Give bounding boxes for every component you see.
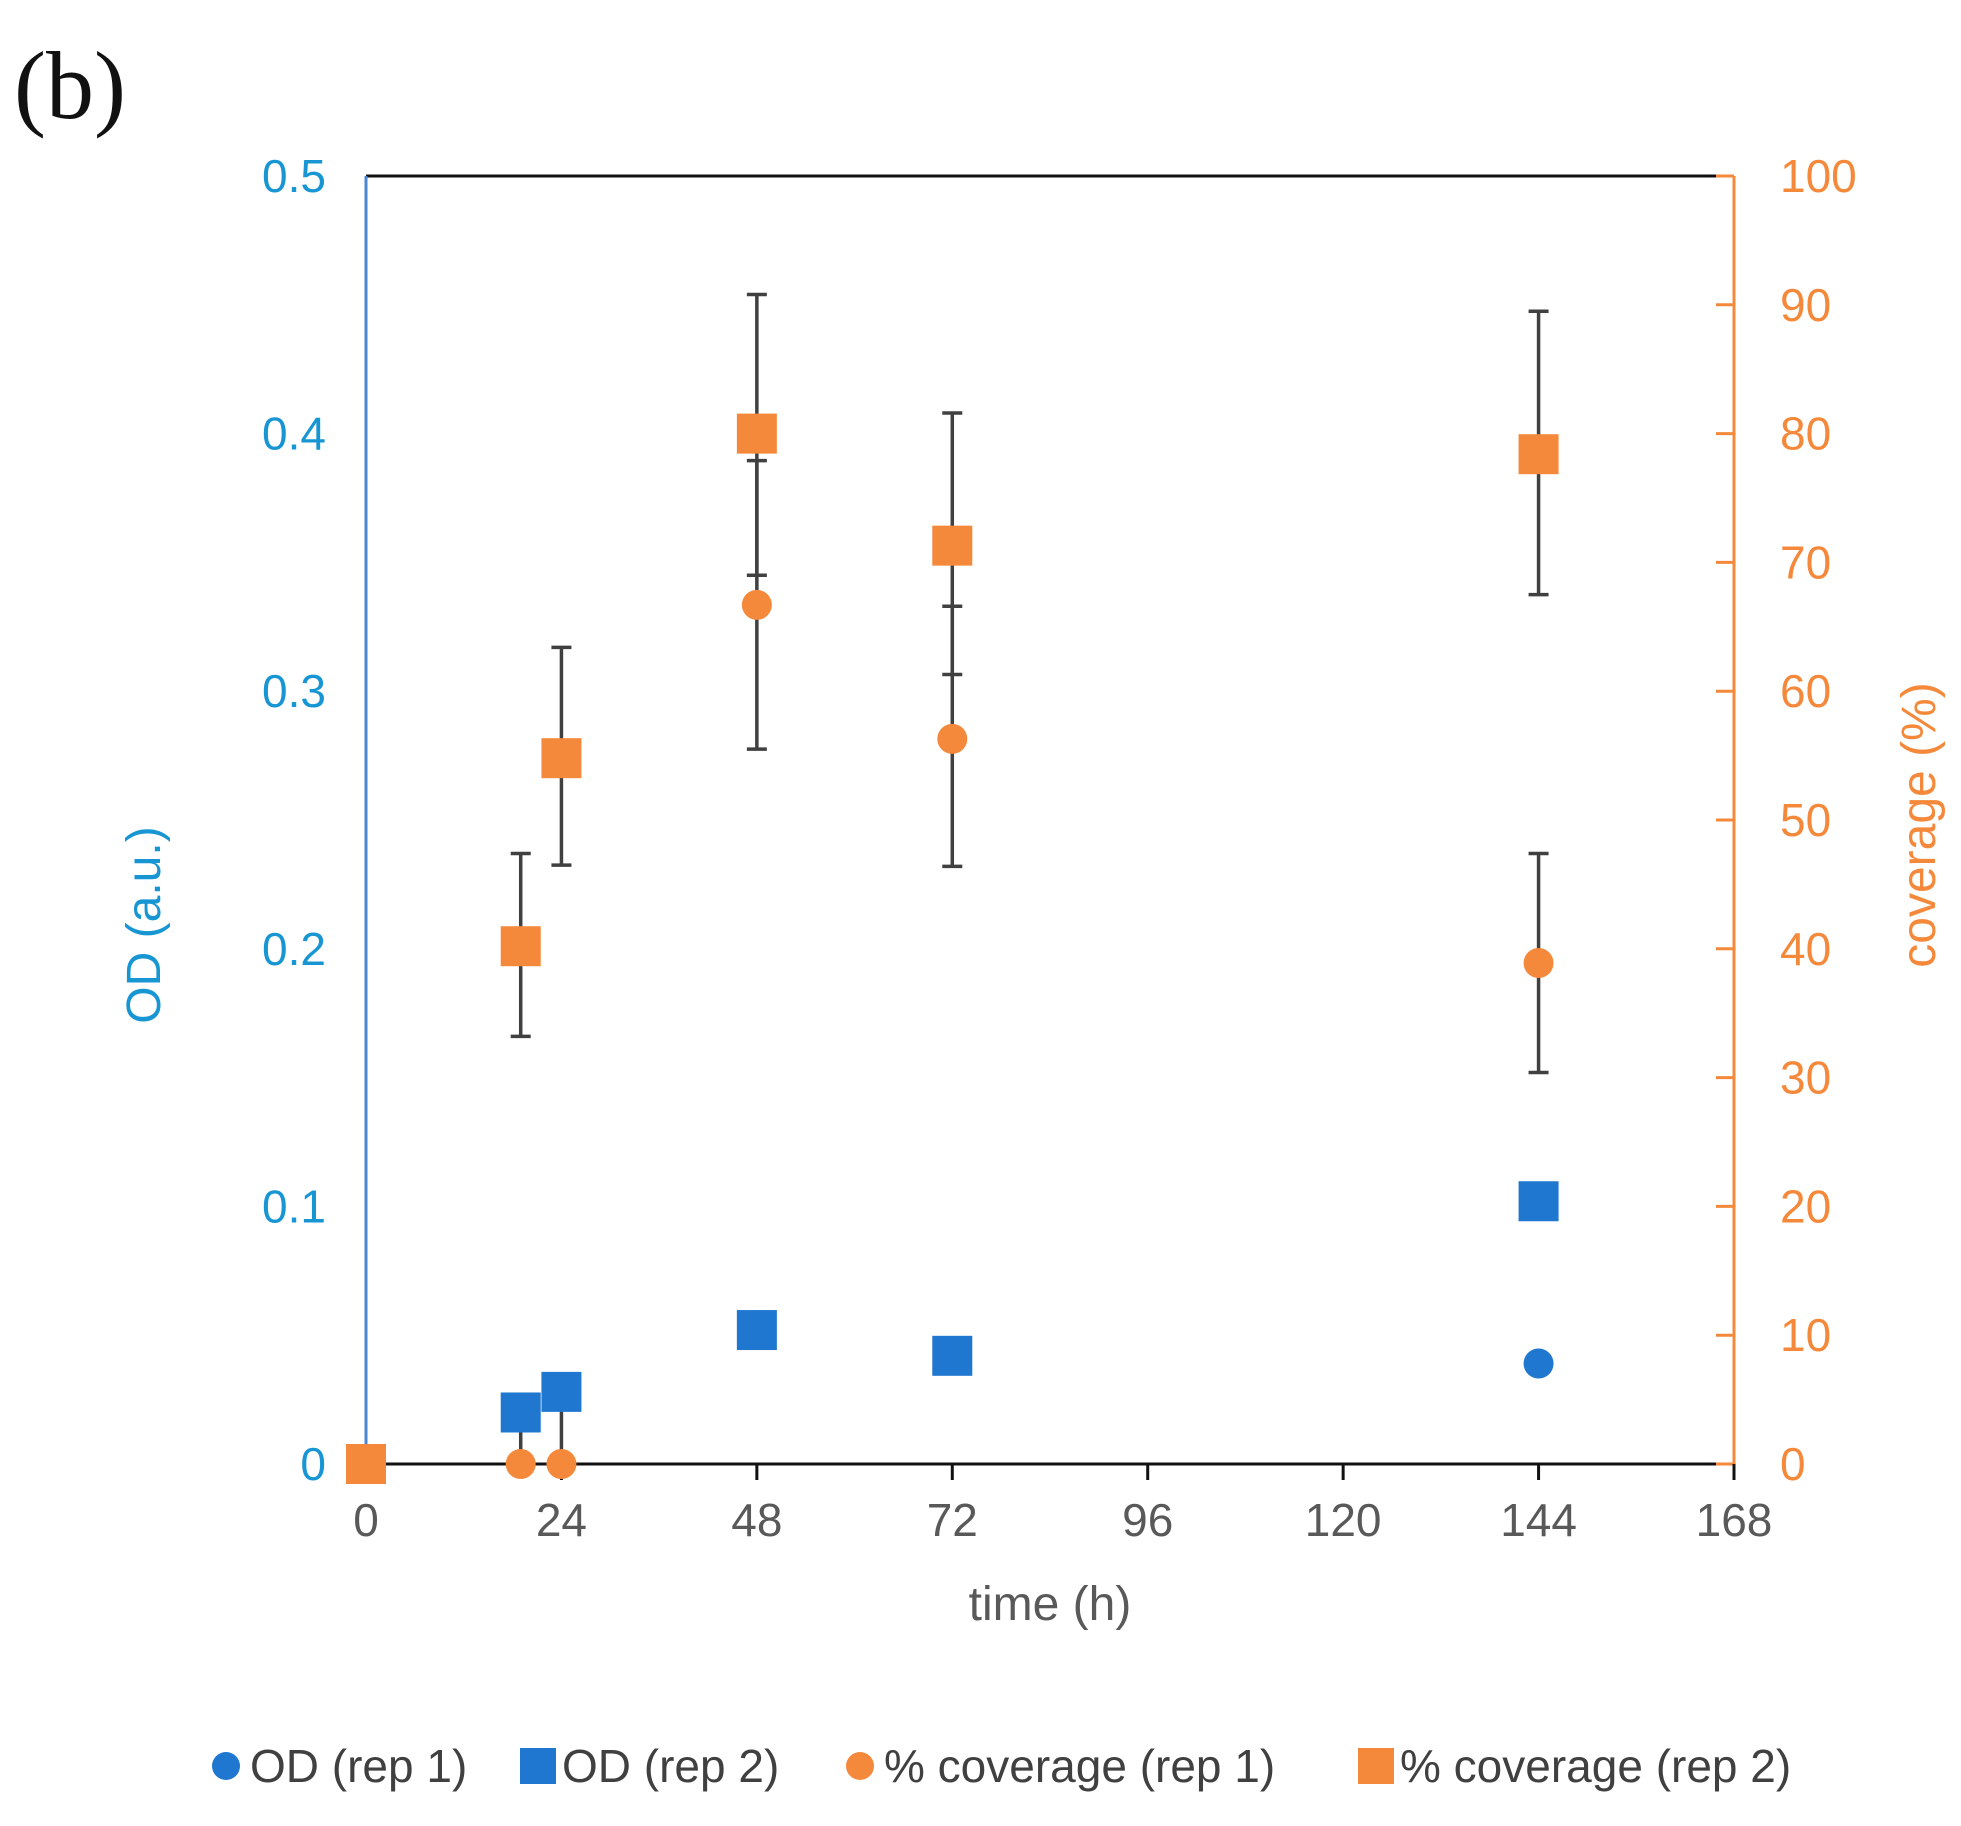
data-marks [346,413,1559,1484]
legend-marker-square [1358,1748,1394,1784]
left-tick-label: 0.4 [262,408,326,460]
x-tick-label: 144 [1500,1494,1577,1546]
right-tick-label: 10 [1780,1309,1831,1361]
legend-marker-circle [846,1752,874,1780]
left-tick-label: 0.3 [262,665,326,717]
x-tick-label: 72 [927,1494,978,1546]
panel-label: (b) [14,32,126,139]
left-tick-label: 0.1 [262,1180,326,1232]
right-tick-label: 70 [1780,536,1831,588]
plot-frame [364,174,1736,1466]
error-bars [510,292,1549,1466]
x-tick-label: 96 [1122,1494,1173,1546]
left-tick-label: 0.2 [262,923,326,975]
data-point-square [541,738,582,779]
data-point-square [500,1392,541,1433]
data-point-square [500,926,541,967]
x-axis-ticks: 0 24 48 72 96 120 144 168 [353,1464,1772,1546]
data-point-circle [937,723,968,754]
x-tick-label: 0 [353,1494,379,1546]
legend-label: OD (rep 1) [250,1740,467,1792]
right-axis-ticks: 0 10 20 30 40 50 60 70 80 90 100 [1716,150,1857,1490]
x-axis-title: time (h) [969,1578,1132,1631]
data-point-square [541,1371,582,1412]
right-tick-label: 40 [1780,923,1831,975]
right-tick-label: 0 [1780,1438,1806,1490]
data-point-circle [741,589,772,620]
right-axis-title: coverage (%) [1893,682,1946,967]
data-point-circle [546,1449,577,1479]
data-point-square [1518,434,1559,475]
right-tick-label: 60 [1780,665,1831,717]
legend: OD (rep 1) OD (rep 2) % coverage (rep 1) % … [212,1740,1791,1792]
right-tick-label: 90 [1780,279,1831,331]
left-axis-title: OD (a.u.) [118,826,171,1023]
data-point-square [1518,1181,1559,1222]
right-tick-label: 50 [1780,794,1831,846]
right-tick-label: 80 [1780,408,1831,460]
data-point-square [346,1444,386,1484]
left-tick-label: 0 [300,1438,326,1490]
legend-label: OD (rep 2) [562,1740,779,1792]
right-tick-label: 30 [1780,1052,1831,1104]
data-point-circle [505,1449,536,1479]
right-tick-label: 20 [1780,1180,1831,1232]
legend-label: % coverage (rep 1) [884,1740,1275,1792]
left-axis-ticks: 0 0.1 0.2 0.3 0.4 0.5 [262,150,326,1490]
legend-label: % coverage (rep 2) [1400,1740,1791,1792]
x-tick-label: 24 [536,1494,587,1546]
x-tick-label: 168 [1696,1494,1773,1546]
legend-marker-square [520,1748,556,1784]
x-tick-label: 120 [1305,1494,1382,1546]
x-tick-label: 48 [731,1494,782,1546]
data-point-square [932,1335,973,1376]
data-point-circle [1523,1348,1554,1379]
right-tick-label: 100 [1780,150,1857,202]
data-point-square [736,1310,777,1351]
legend-marker-circle [212,1752,240,1780]
data-point-square [932,525,973,566]
left-tick-label: 0.5 [262,150,326,202]
data-point-square [736,413,777,454]
data-point-circle [1523,947,1554,978]
